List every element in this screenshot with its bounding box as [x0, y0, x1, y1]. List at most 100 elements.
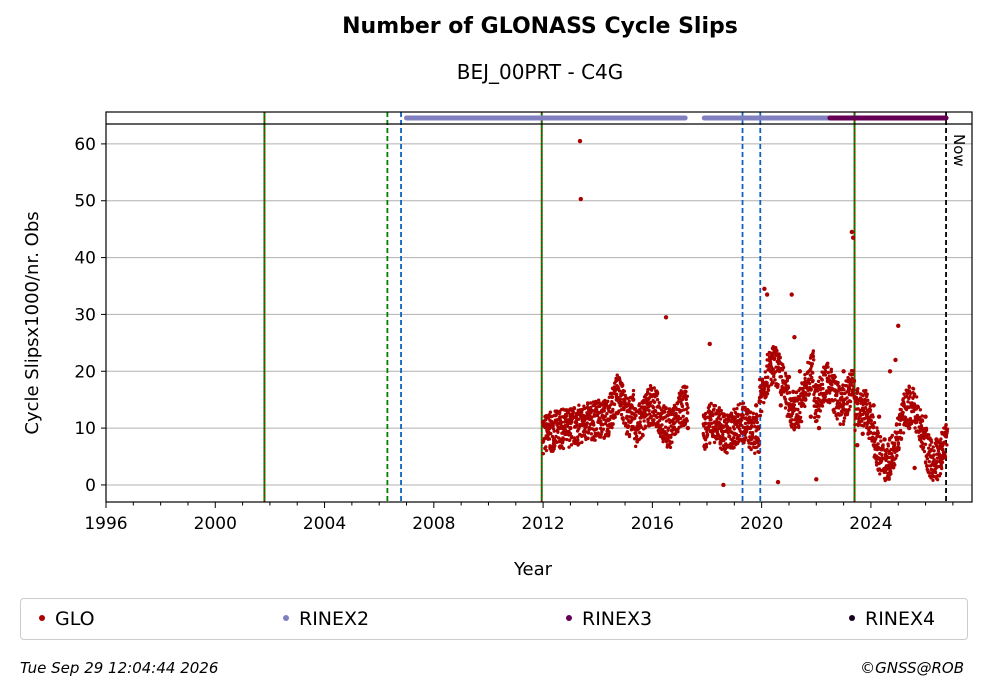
- y-tick-label-60: 60: [74, 135, 96, 155]
- glo-cloud-point: [787, 402, 792, 406]
- glo-cloud-point: [902, 392, 906, 396]
- glo-point-67: [876, 414, 882, 419]
- glo-point-12: [598, 420, 603, 425]
- glo-cloud-point: [813, 396, 817, 400]
- glo-cloud-point: [585, 401, 590, 405]
- glo-cloud-point: [547, 437, 552, 441]
- glo-cloud-point: [575, 423, 579, 428]
- glo-cloud-point: [731, 436, 736, 440]
- glo-cloud-point: [932, 449, 936, 453]
- footer-copyright: ©GNSS@ROB: [860, 659, 964, 677]
- legend-item-glo: GLO: [39, 608, 95, 630]
- glo-cloud-point: [685, 403, 689, 407]
- glo-cloud-point: [851, 387, 856, 392]
- glo-cloud-point: [936, 449, 941, 453]
- glo-point-71: [896, 323, 901, 328]
- glo-point-42: [764, 292, 770, 297]
- glo-cloud-point: [544, 445, 548, 449]
- glo-cloud-point: [833, 398, 837, 402]
- glo-cloud-point: [686, 405, 690, 410]
- glo-point-72: [901, 403, 906, 408]
- glo-point-4: [562, 414, 568, 419]
- glo-cloud-point: [803, 376, 807, 381]
- glo-cloud-point: [811, 354, 816, 359]
- glo-cloud-point: [845, 396, 849, 400]
- glo-cloud-point: [899, 430, 903, 435]
- glo-cloud-point: [621, 383, 625, 388]
- glo-cloud-point: [633, 407, 638, 411]
- glo-point-78: [934, 437, 939, 442]
- glo-cloud-point: [888, 466, 893, 471]
- glo-cloud-point: [741, 401, 746, 405]
- glo-cloud-point: [641, 433, 645, 438]
- glo-cloud-point: [924, 461, 928, 465]
- glo-cloud-point: [647, 396, 652, 400]
- glo-cloud-point: [617, 389, 622, 393]
- glo-cloud-point: [935, 477, 940, 482]
- glo-cloud-point: [803, 379, 808, 383]
- y-tick-label-50: 50: [74, 192, 96, 212]
- glo-cloud-point: [845, 410, 850, 415]
- glo-cloud-point: [666, 426, 671, 430]
- glo-cloud-point: [769, 377, 773, 382]
- glo-cloud-point: [651, 405, 656, 409]
- glo-cloud-point: [756, 438, 761, 443]
- glo-cloud-point: [838, 422, 842, 426]
- glo-cloud-point: [649, 388, 654, 392]
- glo-cloud-point: [807, 381, 812, 386]
- glo-point-14: [609, 414, 614, 419]
- glo-cloud-point: [752, 421, 756, 425]
- glo-point-35: [732, 431, 737, 436]
- glo-cloud-point: [944, 422, 948, 427]
- glo-cloud-point: [932, 458, 936, 462]
- glo-cloud-point: [809, 387, 813, 392]
- glo-cloud-point: [661, 427, 665, 432]
- glo-cloud-point: [619, 407, 624, 412]
- glo-cloud-point: [559, 420, 564, 424]
- glo-cloud-point: [823, 373, 828, 377]
- glo-cloud-point: [606, 399, 610, 404]
- glo-cloud-point: [855, 390, 860, 394]
- glo-cloud-point: [575, 435, 580, 439]
- glo-cloud-point: [811, 378, 815, 383]
- glo-cloud-point: [603, 414, 607, 419]
- glo-cloud-point: [652, 386, 656, 390]
- glo-cloud-point: [895, 453, 899, 458]
- glo-cloud-point: [662, 409, 667, 413]
- glo-cloud-point: [605, 412, 609, 416]
- glo-cloud-point: [592, 423, 596, 427]
- glo-cloud-point: [841, 383, 845, 387]
- glo-cloud-point: [869, 419, 874, 423]
- glo-cloud-point: [553, 443, 557, 448]
- glo-cloud-point: [716, 423, 720, 427]
- glo-point-26: [674, 414, 680, 419]
- glo-cloud-point: [653, 400, 657, 404]
- glo-point-5: [568, 425, 573, 431]
- glo-cloud-point: [848, 404, 852, 409]
- glo-cloud-point: [657, 400, 661, 405]
- glo-point-8: [578, 196, 583, 202]
- glo-cloud-point: [897, 446, 901, 450]
- glo-cloud-point: [861, 424, 866, 428]
- glo-point-15: [614, 397, 620, 402]
- glo-cloud-point: [583, 406, 587, 411]
- glo-cloud-point: [565, 437, 569, 442]
- glo-cloud-point: [759, 399, 763, 404]
- glo-cloud-point: [643, 426, 647, 430]
- glo-cloud-point: [897, 422, 902, 427]
- glo-cloud-point: [927, 471, 932, 475]
- glo-cloud-point: [783, 406, 788, 410]
- glo-cloud-point: [638, 420, 642, 424]
- glo-cloud-point: [923, 442, 928, 447]
- glo-cloud-point: [817, 414, 821, 419]
- glo-cloud-point: [855, 401, 860, 406]
- glo-cloud-point: [778, 356, 782, 360]
- glo-point-74: [912, 465, 917, 471]
- glo-point-79: [939, 460, 945, 465]
- glo-cloud-point: [878, 435, 883, 439]
- glo-cloud-point: [721, 435, 725, 439]
- glo-point-76: [923, 414, 928, 419]
- glo-cloud-point: [762, 400, 766, 405]
- glo-cloud-point: [709, 417, 713, 422]
- glo-point-49: [792, 334, 797, 340]
